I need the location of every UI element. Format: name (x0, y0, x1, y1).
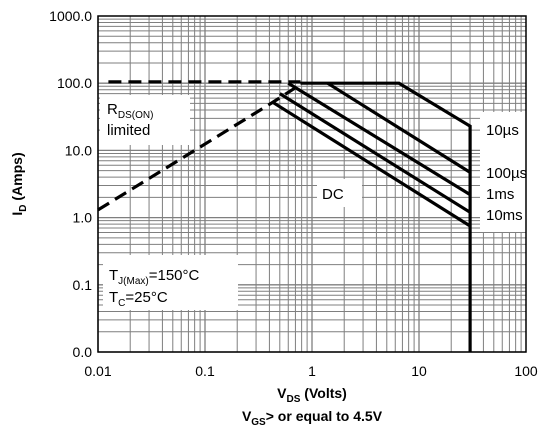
series-line (287, 81, 471, 196)
series-line (278, 92, 471, 214)
rds-limited-label: limited (107, 122, 150, 139)
x-axis-title: VDS (Volts) (277, 385, 347, 405)
x-tick-label: 100 (514, 363, 538, 379)
pulse-label-10ms: 10ms (486, 207, 523, 224)
y-tick-label: 100.0 (57, 75, 92, 91)
series-line (300, 81, 472, 352)
x-tick-label: 10 (411, 363, 427, 379)
x-axis-condition: VGS> or equal to 4.5V (242, 408, 383, 427)
dc-label: DC (322, 186, 344, 203)
y-axis-title: ID (Amps) (9, 152, 29, 215)
series-lines (97, 80, 472, 352)
grid (97, 16, 526, 353)
y-tick-label: 10.0 (65, 142, 92, 158)
y-tick-label: 1.0 (73, 210, 93, 226)
tc-label: TC=25°C (109, 289, 168, 309)
tj-max-label: TJ(Max)=150°C (109, 267, 200, 287)
y-tick-label: 0.1 (73, 277, 93, 293)
rds-label-box (100, 95, 190, 145)
conditions-box (103, 255, 238, 310)
pulse-label-100us: 100µs (486, 165, 527, 182)
rds-on-label: RDS(ON) (107, 101, 153, 121)
x-tick-label: 1 (308, 363, 316, 379)
series-line (326, 81, 471, 174)
x-tick-label: 0.1 (195, 363, 215, 379)
dc-label-box (317, 179, 362, 207)
pulse-label-10us: 10µs (486, 122, 519, 139)
x-tick-label: 0.01 (84, 363, 111, 379)
y-tick-label: 0.0 (73, 344, 93, 360)
pulse-labels-box (480, 112, 532, 232)
plot-frame (97, 15, 527, 353)
series-line (271, 100, 471, 228)
y-tick-label: 1000.0 (49, 8, 92, 24)
pulse-label-1ms: 1ms (486, 186, 514, 203)
